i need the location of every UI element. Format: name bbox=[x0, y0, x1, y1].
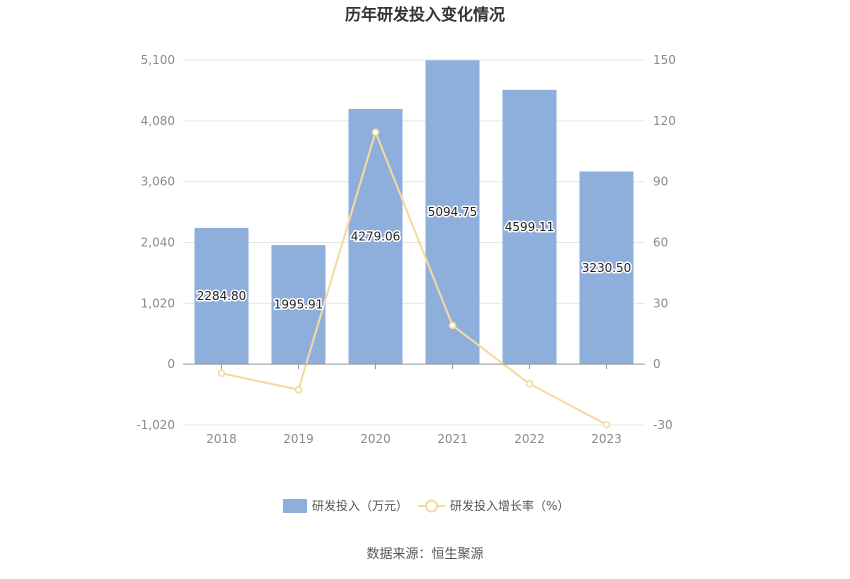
bar-data-label: 4599.11 bbox=[505, 220, 555, 234]
bar bbox=[271, 245, 326, 365]
bar-data-label: 3230.50 bbox=[582, 261, 632, 275]
x-tick-label: 2021 bbox=[437, 432, 468, 446]
y-right-tick-label: 30 bbox=[653, 296, 668, 310]
x-tick-label: 2020 bbox=[360, 432, 391, 446]
line-point bbox=[602, 420, 611, 429]
line-point bbox=[448, 321, 457, 330]
grid-lines bbox=[183, 59, 645, 426]
legend-line-label: 研发投入增长率（%） bbox=[450, 498, 569, 513]
bar bbox=[425, 60, 480, 365]
chart-title: 历年研发投入变化情况 bbox=[345, 5, 505, 24]
y-left-tick-label: 3,060 bbox=[141, 175, 175, 189]
legend: 研发投入（万元） 研发投入增长率（%） bbox=[283, 498, 569, 513]
x-tick-label: 2023 bbox=[591, 432, 622, 446]
bar bbox=[348, 108, 403, 365]
legend-bar-label: 研发投入（万元） bbox=[312, 498, 408, 513]
y-right-tick-label: 0 bbox=[653, 357, 661, 371]
y-right-tick-label: -30 bbox=[653, 418, 673, 432]
bar bbox=[502, 89, 557, 365]
legend-bar-swatch bbox=[283, 499, 307, 513]
line-path bbox=[221, 129, 607, 426]
x-tick-label: 2019 bbox=[283, 432, 314, 446]
bar-data-label: 2284.80 bbox=[197, 289, 247, 303]
bar-data-labels: 2284.80 1995.91 4279.06 5094.75 4599.11 3230.… bbox=[195, 204, 633, 313]
y-left-tick-label: 2,040 bbox=[141, 236, 175, 250]
bar-data-label: 5094.75 bbox=[428, 205, 478, 219]
bar-series bbox=[194, 60, 634, 365]
line-point bbox=[371, 128, 380, 136]
y-right-tick-label: 150 bbox=[653, 53, 676, 67]
legend-line-marker bbox=[425, 499, 438, 513]
bar bbox=[579, 171, 634, 365]
data-source: 数据来源：恒生聚源 bbox=[366, 547, 483, 562]
line-point bbox=[525, 380, 534, 388]
bar-data-label: 4279.06 bbox=[351, 230, 401, 244]
y-right-tick-label: 90 bbox=[653, 175, 668, 189]
y-left-tick-label: 1,020 bbox=[141, 296, 175, 310]
y-left-tick-label: 0 bbox=[167, 357, 175, 371]
y-left-tick-label: 5,100 bbox=[141, 53, 175, 67]
y-right-tick-label: 60 bbox=[653, 236, 668, 250]
line-point bbox=[217, 369, 226, 378]
axes: -1,020 0 1,020 2,040 3,060 4,080 5,100 -30 0 30 60… bbox=[136, 53, 676, 446]
x-tick-label: 2022 bbox=[514, 432, 545, 446]
y-right-tick-label: 120 bbox=[653, 114, 676, 128]
y-left-tick-label: -1,020 bbox=[136, 418, 175, 432]
bar-data-label: 1995.91 bbox=[274, 298, 324, 312]
x-tick-label: 2018 bbox=[206, 432, 237, 446]
y-left-tick-label: 4,080 bbox=[141, 114, 175, 128]
bar bbox=[194, 227, 249, 365]
line-series bbox=[217, 128, 611, 429]
line-point bbox=[294, 385, 303, 394]
